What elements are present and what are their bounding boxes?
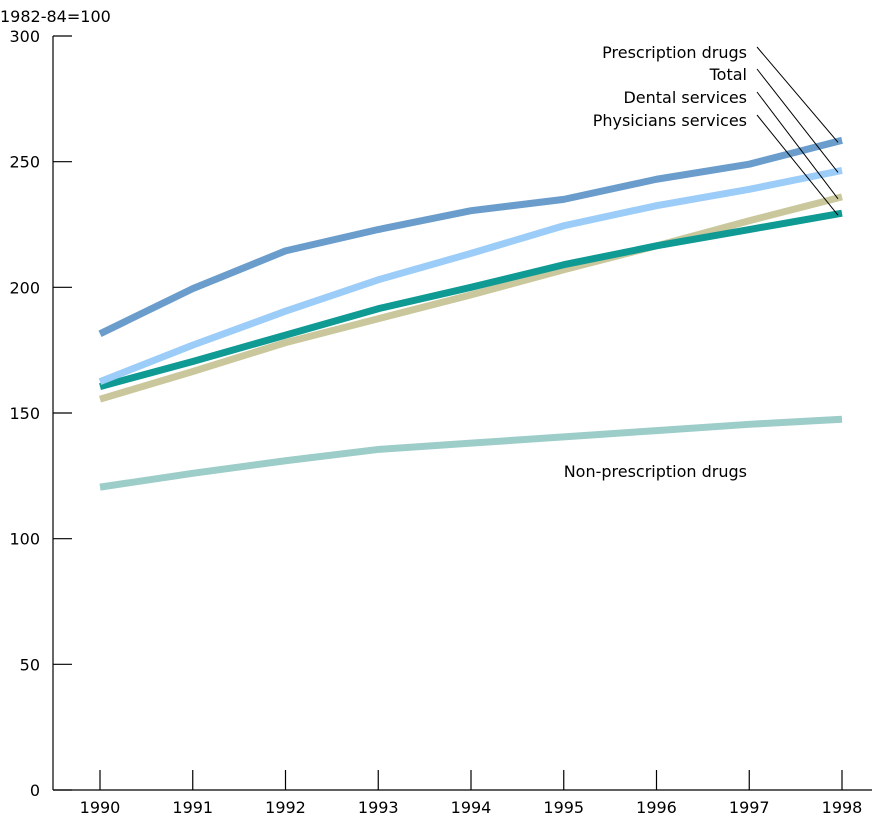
leader-line-total	[756, 68, 839, 173]
x-tick-label: 1997	[729, 798, 770, 817]
x-tick-label: 1993	[358, 798, 399, 817]
y-tick-label: 250	[9, 153, 40, 172]
leader-line-dental-services	[756, 91, 839, 200]
y-tick-label: 300	[9, 27, 40, 46]
leader-line-physicians-services	[756, 114, 839, 216]
x-tick-label: 1990	[80, 798, 121, 817]
y-tick-label: 100	[9, 530, 40, 549]
y-tick-label: 0	[30, 781, 40, 800]
series-label-prescription-drugs: Prescription drugs	[602, 43, 747, 62]
leader-line-prescription-drugs	[756, 46, 839, 143]
x-tick-label: 1998	[822, 798, 863, 817]
x-tick-label: 1996	[636, 798, 677, 817]
series-line-non-prescription-drugs	[99, 415, 843, 491]
x-tick-label: 1994	[451, 798, 492, 817]
series-group	[98, 136, 843, 491]
y-tick-label: 200	[9, 278, 40, 297]
series-line-total	[98, 167, 843, 385]
x-tick-label: 1995	[543, 798, 584, 817]
series-line-physicians-services	[99, 209, 843, 390]
axes: 0 50 100 150 200 250 300 1990 1991 1992 1993 1994 19…	[9, 27, 872, 817]
y-tick-label: 150	[9, 404, 40, 423]
x-tick-label: 1992	[265, 798, 306, 817]
unit-label: 1982-84=100	[0, 7, 111, 26]
series-line-prescription-drugs	[98, 136, 843, 337]
series-label-total: Total	[709, 65, 747, 84]
series-label-non-prescription-drugs: Non-prescription drugs	[564, 462, 747, 481]
y-tick-label: 50	[20, 655, 40, 674]
series-label-dental-services: Dental services	[623, 88, 747, 107]
series-label-physicians-services: Physicians services	[593, 111, 747, 130]
series-labels: Prescription drugs Total Dental services Ph…	[564, 43, 839, 481]
series-line-dental-services	[99, 193, 843, 403]
x-tick-label: 1991	[172, 798, 213, 817]
